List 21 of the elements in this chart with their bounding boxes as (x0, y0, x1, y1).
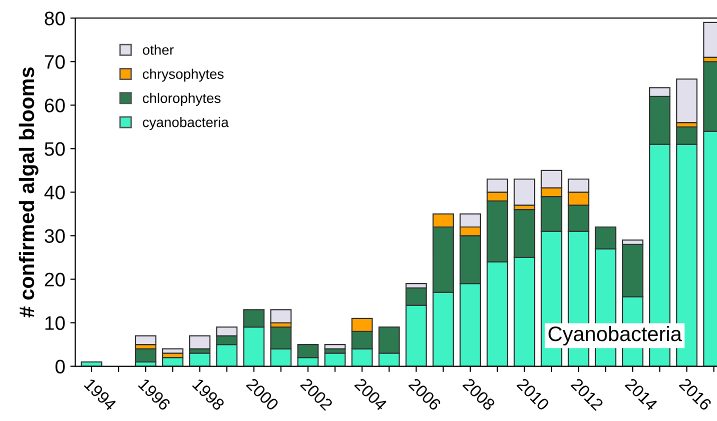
y-tick-label: 50 (44, 142, 65, 156)
bar (162, 348, 184, 354)
bar (134, 348, 156, 362)
legend-label: chrysophytes (142, 68, 224, 82)
y-tick-label: 80 (44, 12, 65, 26)
y-tick-label: 40 (44, 186, 65, 200)
y-tick-label: 60 (44, 98, 65, 112)
y-tick-label: 20 (44, 272, 65, 286)
y-tick-label: 10 (45, 316, 65, 330)
y-tick-label: 30 (44, 229, 65, 243)
bar (676, 78, 698, 124)
y-tick-label: 0 (56, 360, 65, 374)
annotation: Cyanobacteria (548, 326, 682, 346)
legend-label: other (142, 44, 174, 55)
bar (270, 309, 292, 324)
y-axis-title: # confirmed algal blooms (18, 67, 38, 318)
legend-label: chlorophytes (142, 92, 221, 106)
y-tick-label: 70 (44, 55, 65, 69)
bar (514, 178, 536, 206)
legend-label: cyanobacteria (142, 117, 229, 130)
bar (134, 335, 156, 346)
